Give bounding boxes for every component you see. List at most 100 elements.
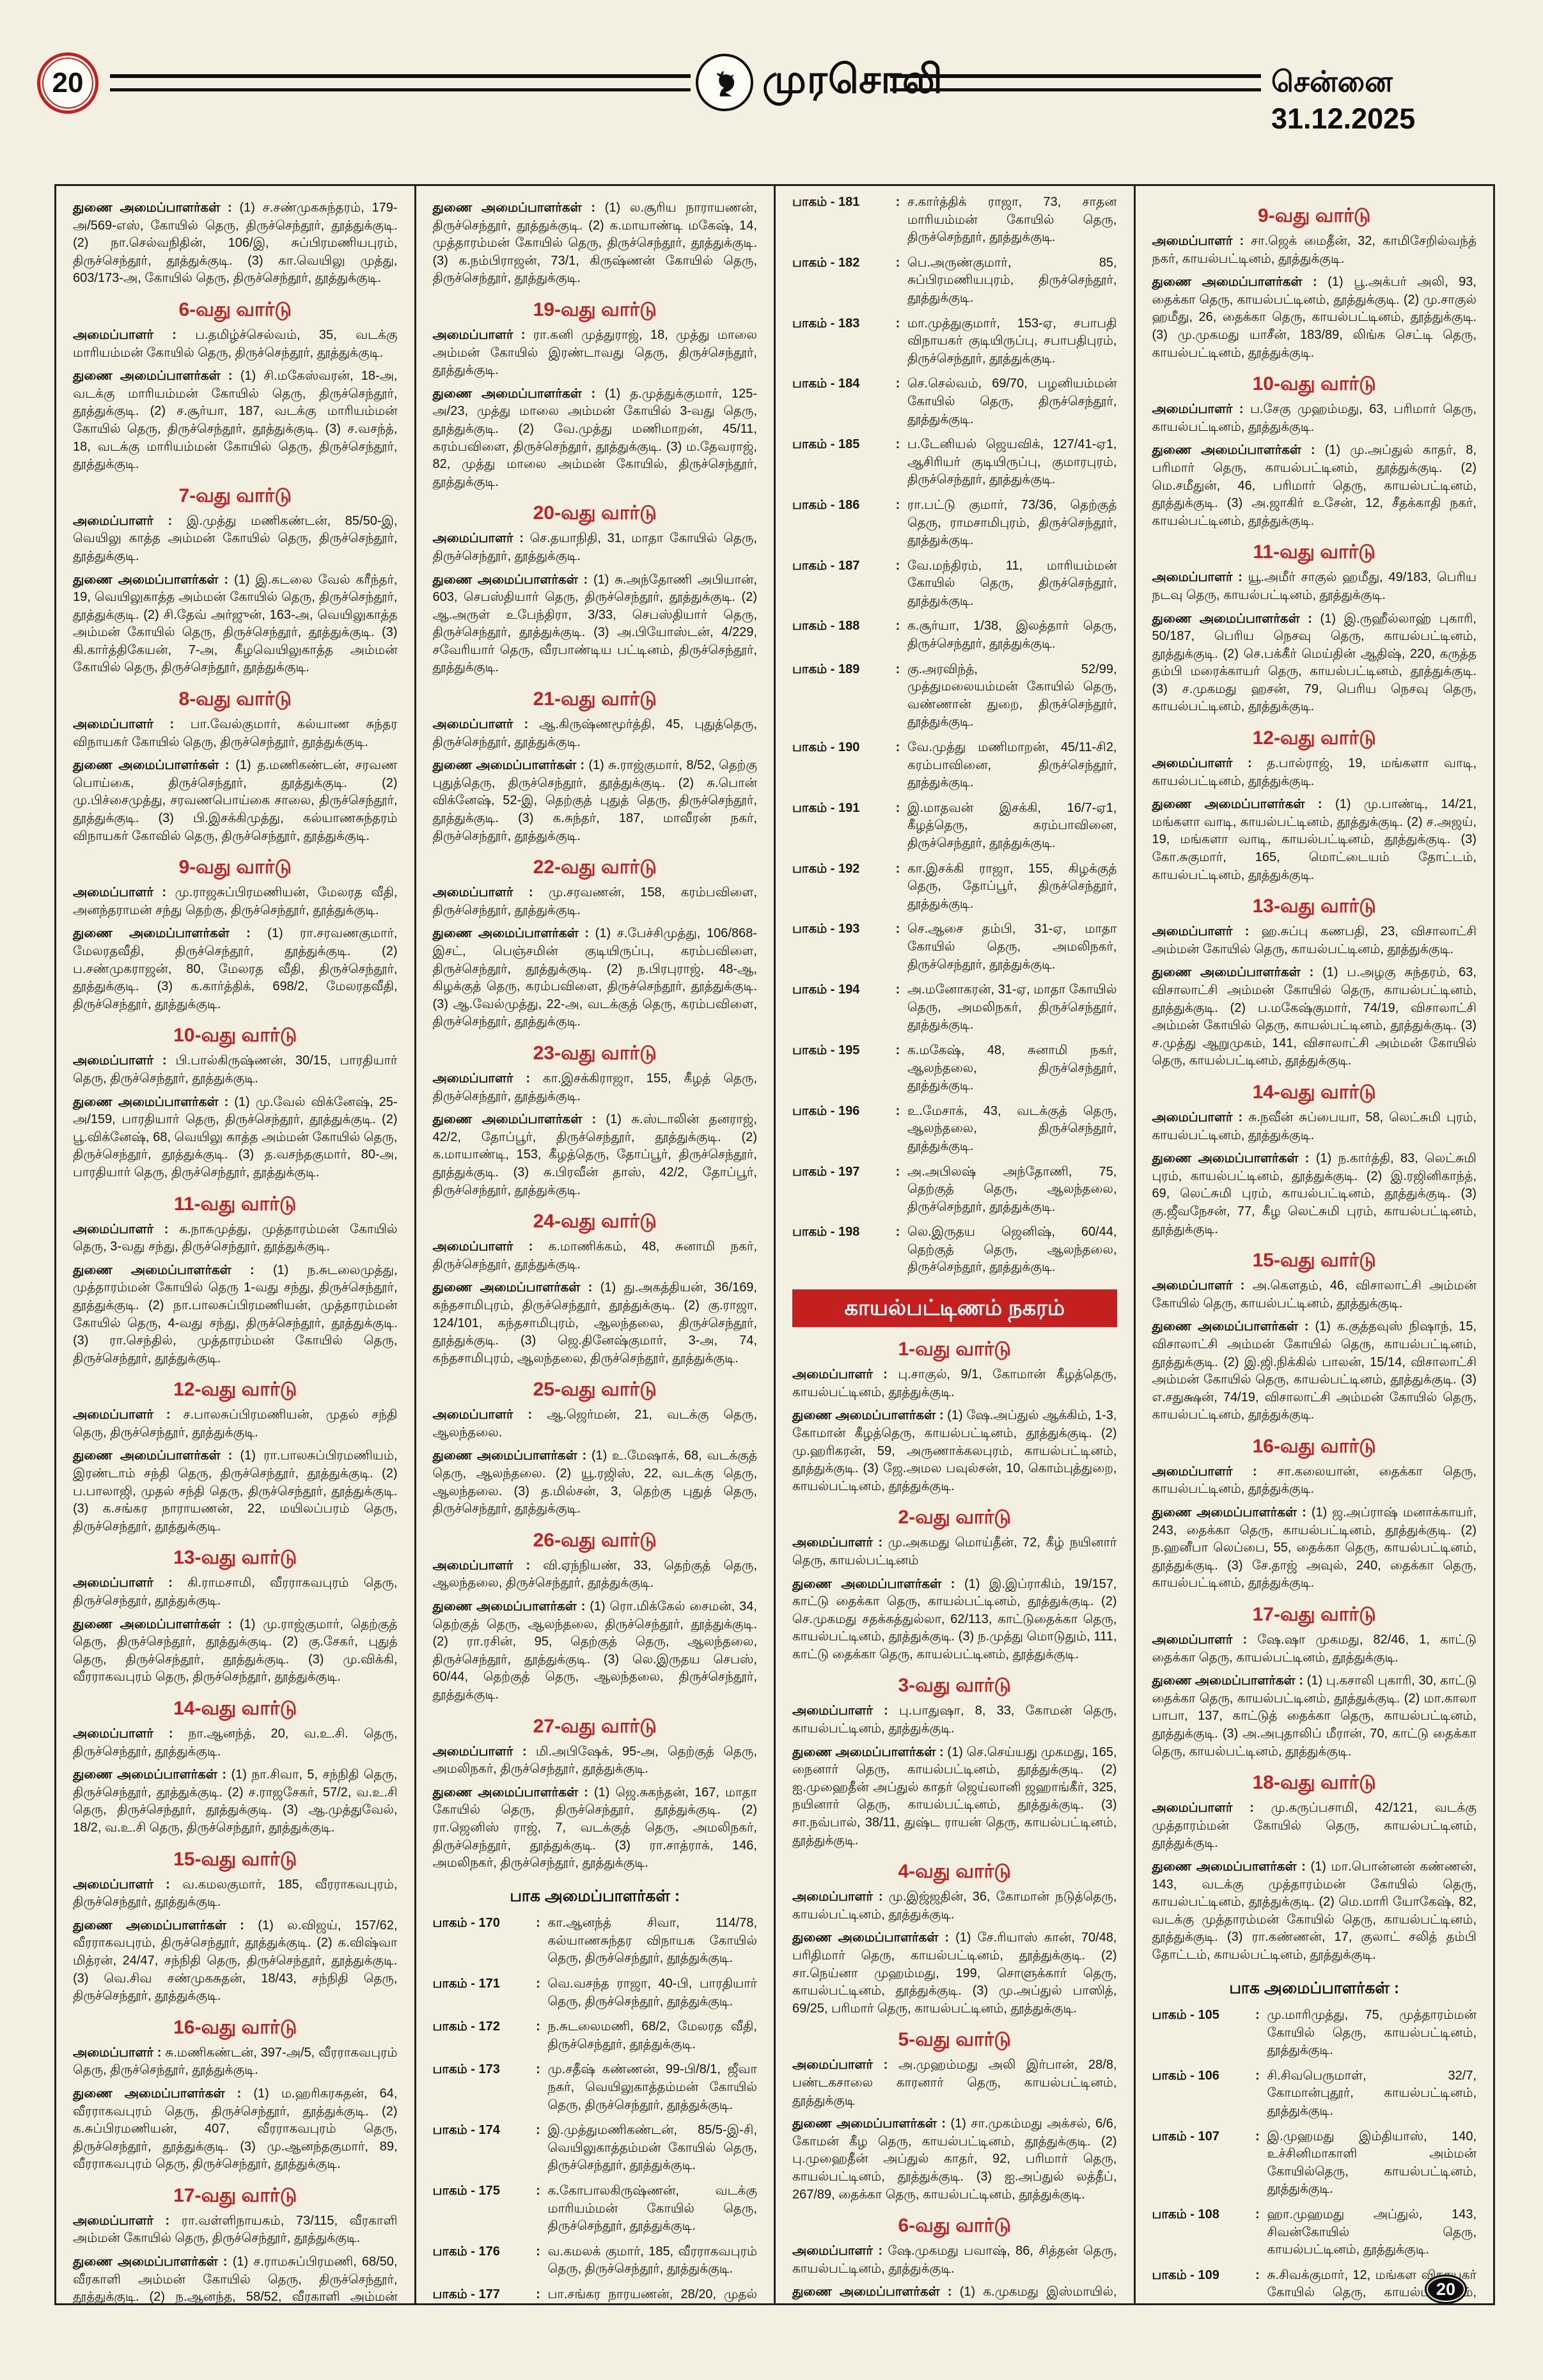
- role-label: அமைப்பாளர் :: [1152, 1633, 1258, 1647]
- part-number: பாகம் - 177: [432, 2287, 500, 2301]
- role-label: அமைப்பாளர் :: [73, 1408, 184, 1422]
- role-label: துணை அமைப்பாளர்கள் :: [792, 1931, 956, 1945]
- role-label: துணை அமைப்பாளர்கள் :: [432, 758, 589, 773]
- part-organizer-text: அ.அபிலஷ் அந்தோணி, 75, தெற்குத் தெரு, ஆலந…: [907, 1164, 1117, 1214]
- organizer-paragraph: அமைப்பாளர் : க.மாணிக்கம், 48, சுனாமி நகர…: [432, 1240, 758, 1272]
- part-row: பாகம் - 191: இ.மாதவன் இசக்கி, 16/7-ஏ1, கீ…: [792, 800, 1117, 853]
- role-label: அமைப்பாளர் :: [73, 327, 196, 342]
- ward-heading: 12-வது வார்டு: [1252, 727, 1376, 749]
- ward-heading: 23-வது வார்டு: [533, 1042, 657, 1064]
- deputies-paragraph: துணை அமைப்பாளர்கள் : (1) ப.அழகு சுந்தரம்…: [1152, 965, 1477, 1068]
- part-colon: :: [895, 316, 900, 331]
- part-colon: :: [895, 437, 900, 452]
- part-number: பாகம் - 183: [792, 316, 860, 331]
- deputies-paragraph: துணை அமைப்பாளர்கள் : (1) இ.ருஹீல்லாஹ் பு…: [1152, 611, 1477, 714]
- part-organizer-text: வே.மந்திரம், 11, மாரியம்மன் கோயில் தெரு,…: [907, 558, 1117, 608]
- part-organizer-text: வ.கமலக் குமார், 185, வீரராகவபுரம் தெரு, …: [547, 2244, 758, 2276]
- part-organizer-text: பெ.அருண்குமார், 85, சுப்பிரமணியபுரம், தி…: [907, 255, 1117, 305]
- part-number: பாகம் - 186: [792, 497, 860, 512]
- part-row: பாகம் - 173: மு.சதீஷ் கண்ணன், 99-பி/8/1, …: [433, 2061, 758, 2114]
- deputies-paragraph: துணை அமைப்பாளர்கள் : (1) ரொ.மிக்கேல் சைம…: [432, 1599, 758, 1702]
- masthead: முரசொலி: [696, 54, 943, 111]
- organizer-paragraph: அமைப்பாளர் : கி.ராமசாமி, வீரராகவபுரம் தெ…: [73, 1576, 398, 1608]
- role-label: அமைப்பாளர் :: [73, 2213, 182, 2228]
- part-number: பாகம் - 198: [792, 1225, 860, 1240]
- ward-heading: 12-வது வார்டு: [173, 1379, 297, 1401]
- role-label: துணை அமைப்பாளர்கள் :: [1152, 443, 1325, 458]
- role-label: அமைப்பாளர் :: [73, 1727, 189, 1741]
- role-label: அமைப்பாளர் :: [432, 1744, 536, 1759]
- deputies-paragraph: துணை அமைப்பாளர்கள் : (1) ல.விஜய், 157/62…: [73, 1918, 398, 2003]
- role-label: துணை அமைப்பாளர்கள் :: [73, 1617, 240, 1631]
- ward-heading: 11-வது வார்டு: [173, 1193, 297, 1215]
- part-colon: :: [895, 662, 900, 676]
- deputies-paragraph: துணை அமைப்பாளர்கள் : (1) நா.சிவா, 5, சந்…: [73, 1768, 398, 1835]
- ward-heading: 17-வது வார்டு: [1252, 1604, 1376, 1626]
- role-label: துணை அமைப்பாளர்கள் :: [1152, 275, 1328, 290]
- part-colon: :: [536, 1916, 540, 1931]
- part-number: பாகம் - 193: [792, 922, 860, 937]
- role-label: துணை அமைப்பாளர்கள் :: [73, 2255, 233, 2269]
- ward-heading: 25-வது வார்டு: [533, 1379, 657, 1401]
- deputies-paragraph: துணை அமைப்பாளர்கள் : (1) சே.ரியாஸ் கான்,…: [792, 1931, 1117, 2016]
- part-row: பாகம் - 186: ரா.பட்டு குமார், 73/36, தெற்…: [792, 497, 1117, 550]
- part-colon: :: [895, 983, 900, 997]
- role-label: அமைப்பாளர் :: [792, 1890, 889, 1904]
- part-organizers-subheading: பாக அமைப்பாளர்கள் :: [1229, 1979, 1400, 1997]
- role-label: துணை அமைப்பாளர்கள் :: [73, 572, 235, 587]
- part-number: பாகம் - 181: [792, 195, 860, 209]
- deputies-paragraph: துணை அமைப்பாளர்கள் : (1) ச.ராமசுப்பிரமணி…: [73, 2255, 398, 2303]
- organizer-paragraph: அமைப்பாளர் : மி.அபிஷேக், 95-அ, தெற்குத் …: [432, 1744, 758, 1777]
- role-label: துணை அமைப்பாளர்கள் :: [73, 1094, 235, 1109]
- part-organizer-text: வே.முத்து மணிமாறன், 45/11-சி2, கரம்பாவின…: [907, 740, 1117, 790]
- role-label: துணை அமைப்பாளர்கள் :: [792, 2117, 951, 2131]
- ward-heading: 14-வது வார்டு: [173, 1698, 297, 1719]
- role-label: துணை அமைப்பாளர்கள் :: [432, 1785, 594, 1800]
- part-colon: :: [1255, 2129, 1260, 2143]
- organizer-paragraph: அமைப்பாளர் : கா.இசக்கிராஜா, 155, கீழத் த…: [432, 1071, 758, 1103]
- role-label: அமைப்பாளர் :: [432, 1071, 543, 1085]
- organizer-paragraph: அமைப்பாளர் : யூ.அமீர் சாகுல் ஹமீது, 49/1…: [1152, 570, 1477, 602]
- role-label: துணை அமைப்பாளர்கள் :: [73, 1918, 258, 1933]
- listing-content-box: துணை அமைப்பாளர்கள் : (1) ச.சண்முகசுந்தரம…: [54, 184, 1495, 2305]
- role-label: துணை அமைப்பாளர்கள் :: [432, 386, 605, 401]
- ward-heading: 17-வது வார்டு: [173, 2184, 297, 2206]
- ward-heading: 9-வது வார்டு: [1257, 205, 1371, 226]
- ward-heading: 1-வது வார்டு: [898, 1339, 1012, 1360]
- part-number: பாகம் - 108: [1152, 2207, 1219, 2221]
- part-number: பாகம் - 190: [792, 740, 860, 755]
- organizer-paragraph: அமைப்பாளர் : பு.சாகுல், 9/1, கோமான் கீழத…: [792, 1367, 1117, 1399]
- part-number: பாகம் - 184: [792, 377, 860, 391]
- ward-heading: 24-வது வார்டு: [533, 1211, 657, 1233]
- part-colon: :: [536, 1977, 540, 1991]
- town-banner: காயல்பட்டிணம் நகரம்: [792, 1289, 1117, 1328]
- organizer-paragraph: அமைப்பாளர் : ஆ.ஜெர்மன், 21, வடக்கு தெரு,…: [432, 1408, 758, 1440]
- role-label: அமைப்பாளர் :: [1152, 570, 1248, 585]
- part-organizer-text: க.கோபாலகிருஷ்ணன், வடக்கு மாரியம்மன் கோயி…: [547, 2183, 758, 2234]
- deputies-paragraph: துணை அமைப்பாளர்கள் : (1) இ.கடலை வேல் கரீ…: [73, 572, 398, 675]
- organizer-paragraph: அமைப்பாளர் : மு.ராஜசுப்பிரமணியன், மேலரத …: [73, 885, 398, 917]
- part-number: பாகம் - 189: [792, 662, 860, 676]
- part-organizer-text: உ.மேசாக், 43, வடக்குத் தெரு, ஆலந்தலை, தி…: [907, 1103, 1117, 1153]
- deputies-paragraph: துணை அமைப்பாளர்கள் : (1) ஷே.அப்துல் ஆக்க…: [792, 1408, 1117, 1493]
- role-label: துணை அமைப்பாளர்கள் :: [792, 1745, 948, 1759]
- deputies-paragraph: துணை அமைப்பாளர்கள் : (1) க.முகமது இஸ்மாய…: [792, 2285, 1117, 2303]
- deputies-paragraph: துணை அமைப்பாளர்கள் : (1) இ.இப்ராகிம், 19…: [792, 1576, 1117, 1661]
- role-label: அமைப்பாளர் :: [432, 717, 540, 732]
- ward-heading: 16-வது வார்டு: [173, 2016, 297, 2038]
- ward-heading: 6-வது வார்டு: [178, 299, 292, 320]
- role-label: அமைப்பாளர் :: [73, 2045, 166, 2060]
- part-row: பாகம் - 107: இ.முஹமது இம்தியாஸ், 140, உச்…: [1152, 2128, 1477, 2198]
- organizer-paragraph: அமைப்பாளர் : செ.தயாநிதி, 31, மாதா கோயில்…: [432, 531, 758, 563]
- part-row: பாகம் - 192: கா.இசக்கி ராஜா, 155, கிழக்கு…: [792, 860, 1117, 914]
- part-colon: :: [1255, 2008, 1260, 2023]
- part-row: பாகம் - 182: பெ.அருண்குமார், 85, சுப்பிரம…: [792, 254, 1117, 307]
- deputies-paragraph: துணை அமைப்பாளர்கள் : (1) து.அகத்தியன், 3…: [432, 1280, 758, 1365]
- ward-heading: 20-வது வார்டு: [533, 502, 657, 524]
- role-label: துணை அமைப்பாளர்கள் :: [1152, 1151, 1316, 1166]
- part-row: பாகம் - 196: உ.மேசாக், 43, வடக்குத் தெரு,…: [792, 1103, 1117, 1156]
- part-row: பாகம் - 176: வ.கமலக் குமார், 185, வீரராகவ…: [433, 2243, 758, 2278]
- part-row: பாகம் - 198: லெ.இருதய ஜெனிஷ், 60/44, தெற்…: [792, 1224, 1117, 1277]
- part-organizer-text: மு.சதீஷ் கண்ணன், 99-பி/8/1, ஜீவா நகர், வ…: [547, 2062, 758, 2112]
- part-colon: :: [895, 195, 900, 209]
